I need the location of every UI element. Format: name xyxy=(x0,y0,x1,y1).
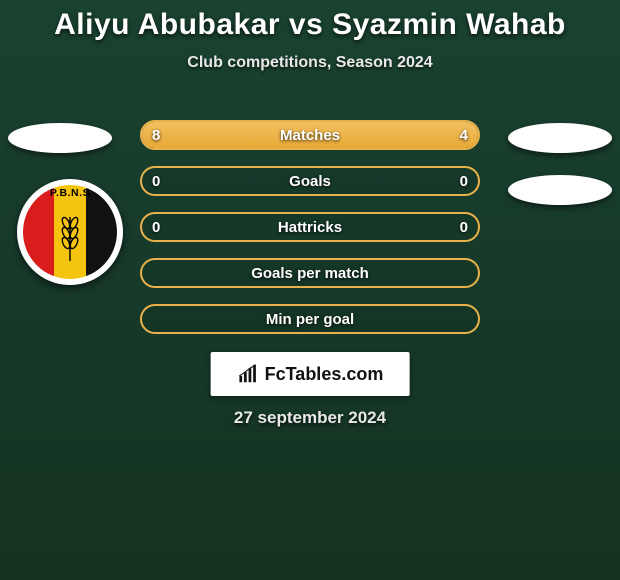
stat-value-right: 4 xyxy=(460,122,468,148)
bar-track: Min per goal xyxy=(140,304,480,334)
stat-row: Goals0 0 xyxy=(0,158,620,204)
stat-value-left: 8 xyxy=(152,122,160,148)
bar-track: Matches8 4 xyxy=(140,120,480,150)
comparison-card: Aliyu Abubakar vs Syazmin Wahab Club com… xyxy=(0,0,620,580)
barchart-icon xyxy=(237,363,259,385)
stat-label: Goals xyxy=(142,168,478,194)
stat-row: Hattricks0 0 xyxy=(0,204,620,250)
stat-label: Hattricks xyxy=(142,214,478,240)
bar-track: Hattricks0 0 xyxy=(140,212,480,242)
stat-value-right: 0 xyxy=(460,214,468,240)
stat-row: Matches8 4 xyxy=(0,112,620,158)
bar-track: Goals0 0 xyxy=(140,166,480,196)
stat-label: Min per goal xyxy=(142,306,478,332)
stat-label: Matches xyxy=(142,122,478,148)
stat-row: Min per goal xyxy=(0,296,620,342)
page-title: Aliyu Abubakar vs Syazmin Wahab xyxy=(0,8,620,42)
stat-row: Goals per match xyxy=(0,250,620,296)
stat-value-left: 0 xyxy=(152,214,160,240)
stat-value-left: 0 xyxy=(152,168,160,194)
stats-rows: Matches84Goals00Hattricks00Goals per mat… xyxy=(0,112,620,342)
watermark: FcTables.com xyxy=(211,352,410,396)
stat-label: Goals per match xyxy=(142,260,478,286)
watermark-label: FcTables.com xyxy=(265,364,384,385)
date-text: 27 september 2024 xyxy=(0,408,620,428)
subtitle: Club competitions, Season 2024 xyxy=(0,54,620,72)
bar-track: Goals per match xyxy=(140,258,480,288)
stat-value-right: 0 xyxy=(460,168,468,194)
